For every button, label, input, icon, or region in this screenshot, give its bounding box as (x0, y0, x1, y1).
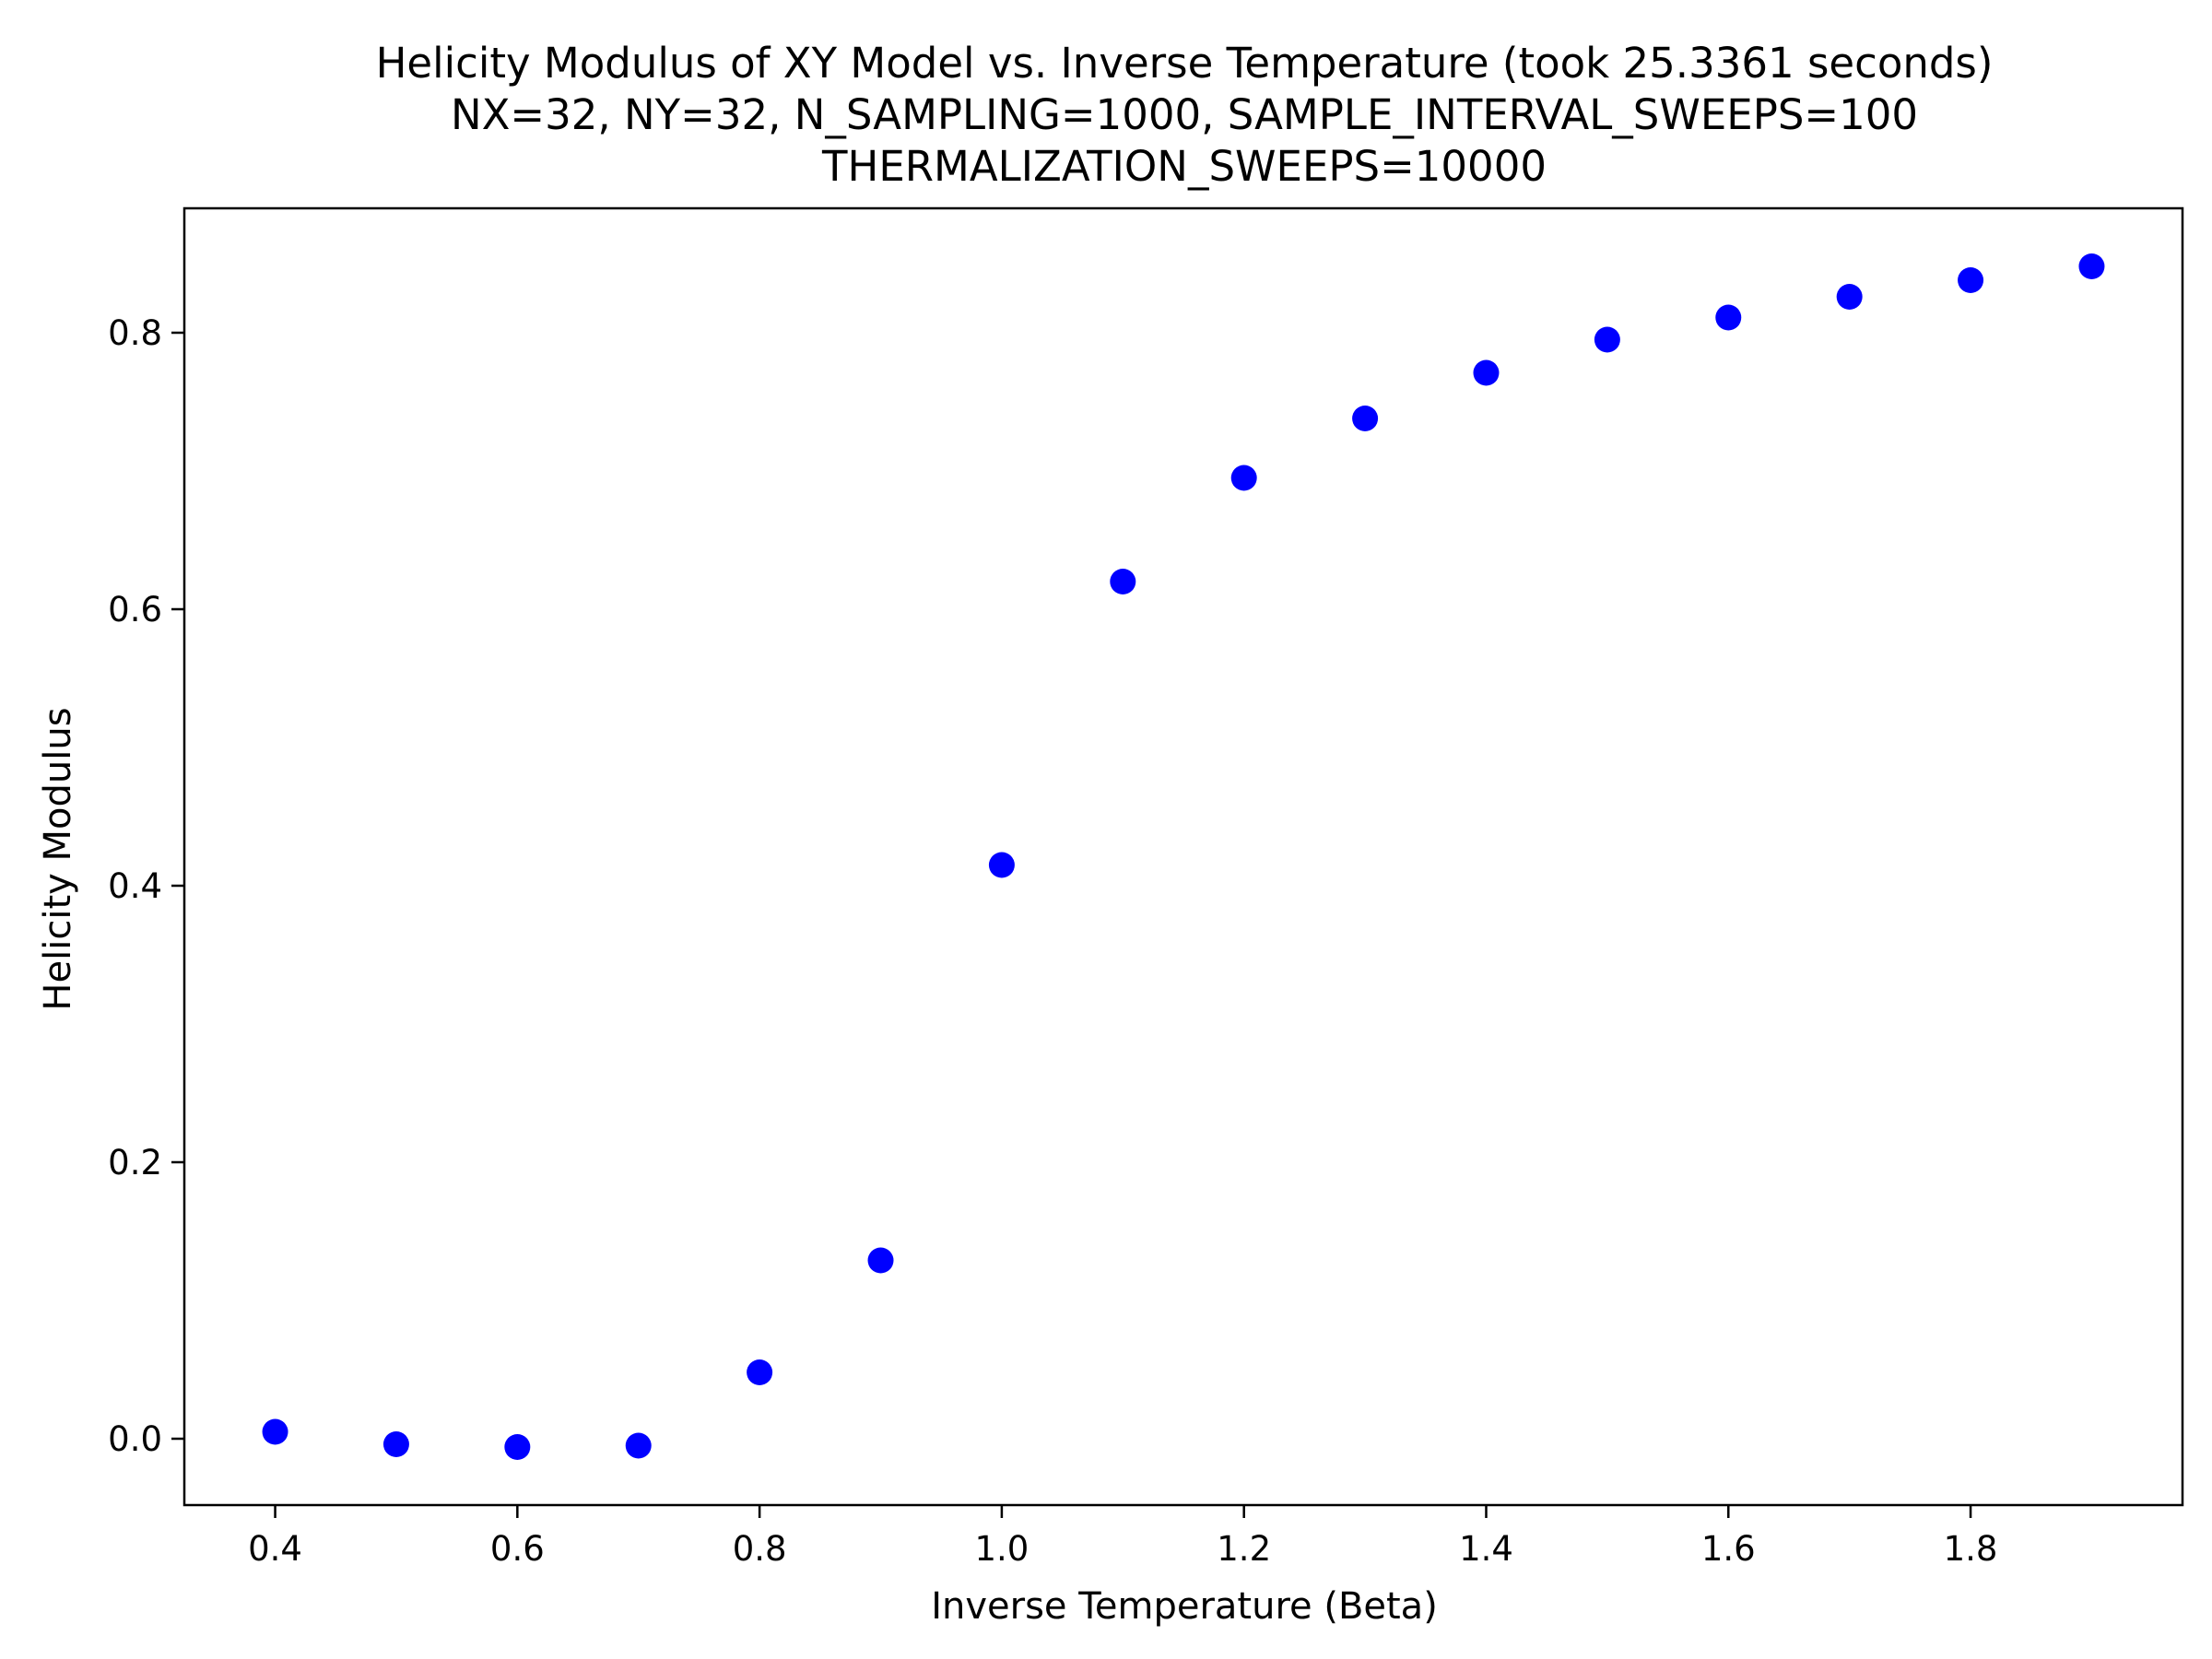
data-point (1958, 267, 1984, 293)
data-point (1110, 569, 1136, 594)
x-axis-label: Inverse Temperature (Beta) (931, 1585, 1438, 1628)
y-tick-label: 0.4 (108, 866, 162, 906)
y-tick-label: 0.0 (108, 1419, 162, 1459)
plot-frame (182, 206, 2184, 1507)
plot-area: 0.4 0.6 0.8 1.0 1.2 1.4 1.6 1.8 0.0 0.2 0.4 0.6 0.8 (108, 206, 2184, 1569)
x-tick-label: 1.4 (1459, 1529, 1513, 1569)
data-point (382, 1431, 409, 1457)
data-point (504, 1434, 531, 1460)
x-tick-label: 0.4 (248, 1529, 302, 1569)
data-point (1473, 359, 1500, 386)
data-point (1594, 326, 1620, 353)
data-point (1836, 284, 1863, 310)
y-tick-label: 0.6 (108, 590, 162, 629)
chart-title-line-2: NX=32, NY=32, N_SAMPLING=1000, SAMPLE_IN… (451, 90, 1918, 139)
data-point (867, 1247, 894, 1274)
data-point (1352, 406, 1379, 431)
data-point (625, 1432, 652, 1459)
y-axis-label: Helicity Modulus (37, 707, 79, 1010)
x-tick-label: 1.6 (1701, 1529, 1756, 1569)
data-point (988, 852, 1015, 878)
chart-title-line-3: THERMALIZATION_SWEEPS=10000 (821, 142, 1547, 191)
x-tick-label: 0.6 (490, 1529, 545, 1569)
chart-title-line-1: Helicity Modulus of XY Model vs. Inverse… (376, 39, 1994, 88)
x-tick-label: 1.2 (1217, 1529, 1271, 1569)
x-tick-label: 0.8 (733, 1529, 787, 1569)
data-point (747, 1359, 773, 1385)
data-point (1715, 304, 1742, 331)
data-point (1230, 465, 1257, 491)
y-tick-label: 0.2 (108, 1143, 162, 1182)
data-point (2078, 253, 2105, 279)
y-tick-label: 0.8 (108, 313, 162, 353)
x-tick-label: 1.8 (1944, 1529, 1998, 1569)
x-tick-label: 1.0 (974, 1529, 1029, 1569)
data-point (262, 1418, 288, 1445)
